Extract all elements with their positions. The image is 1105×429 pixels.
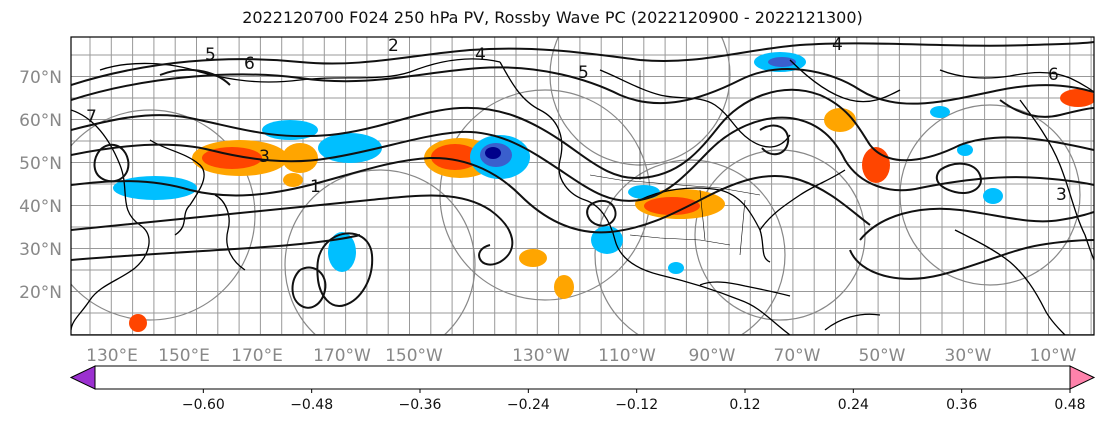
map-title: 2022120700 F024 250 hPa PV, Rossby Wave … [242, 8, 863, 27]
colorbar-labels: −0.60 −0.48 −0.36 −0.24 −0.12 0.12 0.24 0.36 0.4… [182, 389, 1086, 413]
colorbar-tick-label: 0.48 [1054, 397, 1085, 413]
colorbar-tick-label: 0.24 [838, 397, 869, 413]
lon-tick-label: 130°W [512, 346, 570, 366]
coastlines [71, 58, 1094, 335]
contour-label: 5 [578, 63, 589, 83]
lon-tick-label: 10°W [1030, 346, 1077, 366]
lon-tick-label: 150°W [385, 346, 443, 366]
lat-tick-label: 40°N [19, 197, 62, 217]
contour-label: 5 [205, 45, 216, 65]
lat-tick-label: 20°N [19, 283, 62, 303]
pv-contours [71, 41, 1094, 309]
lon-tick-label: 30°W [945, 346, 992, 366]
lon-tick-label: 150°E [158, 346, 210, 366]
lat-tick-label: 60°N [19, 111, 62, 131]
colorbar-extend-max [1069, 365, 1096, 390]
colorbar-extend-min [69, 365, 96, 390]
lon-tick-label: 70°W [774, 346, 821, 366]
colorbar-tick-label: −0.48 [290, 397, 333, 413]
contour-label: 4 [475, 45, 486, 65]
colorbar-tick-label: −0.60 [182, 397, 225, 413]
colorbar-tick-label: 0.36 [946, 397, 977, 413]
colorbar-frame [94, 365, 1071, 390]
colorbar-tick-label: 0.12 [729, 397, 760, 413]
lon-tick-label: 50°W [859, 346, 906, 366]
contour-label: 1 [310, 177, 321, 197]
lon-tick-label: 130°E [86, 346, 138, 366]
plot-area [71, 37, 1094, 335]
contour-label: 6 [1048, 65, 1059, 85]
colorbar [69, 365, 1096, 390]
lat-tick-label: 50°N [19, 154, 62, 174]
lon-tick-label: 170°E [231, 346, 283, 366]
lon-tick-label: 110°W [598, 346, 656, 366]
lon-tick-label: 90°W [689, 346, 736, 366]
plot-frame [70, 36, 1095, 336]
contour-label: 6 [244, 54, 255, 74]
longitude-axis: 130°E 150°E 170°E 170°W 150°W 130°W 110°W 90°W 7… [86, 346, 1077, 366]
colorbar-tick-label: −0.24 [507, 397, 550, 413]
colorbar-tick-label: −0.12 [615, 397, 658, 413]
contour-labels: 5 6 3 7 4 1 2 5 6 3 4 [86, 35, 1067, 205]
lat-tick-label: 70°N [19, 68, 62, 88]
contour-label: 7 [86, 107, 97, 127]
contour-label: 3 [259, 147, 270, 167]
contour-label: 2 [388, 36, 399, 56]
lat-tick-label: 30°N [19, 240, 62, 260]
lon-tick-label: 170°W [313, 346, 371, 366]
contour-label: 3 [1056, 185, 1067, 205]
contour-label: 4 [832, 35, 843, 55]
latitude-axis: 70°N 60°N 50°N 40°N 30°N 20°N [19, 68, 62, 303]
colorbar-tick-label: −0.36 [399, 397, 442, 413]
borders [589, 70, 761, 256]
